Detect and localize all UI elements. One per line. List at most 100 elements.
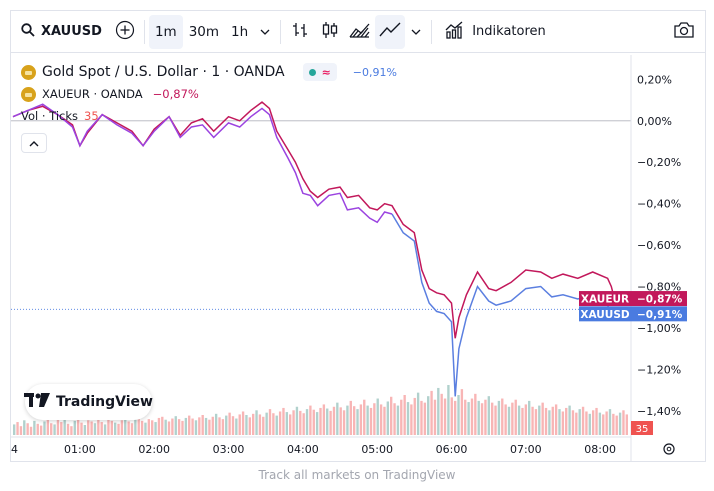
volume-bar [97,419,100,435]
volume-bar [618,412,622,435]
legend-compare[interactable]: XAUEUR · OANDA −0,87% [21,83,397,105]
footer-link[interactable]: Track all markets on TradingView [258,468,456,482]
volume-bar [245,415,248,435]
volume-bar [29,426,33,435]
volume-bar [332,406,336,435]
volume-bar [107,419,110,435]
chart-canvas[interactable]: 0,20% 0,00% −0,20% −0,40% −0,60% −0,80% −1,00%… [11,11,705,461]
volume-bar [383,406,386,435]
tradingview-logo-text: TradingView [56,394,153,410]
area-button[interactable] [345,15,375,49]
indicators-icon [444,20,464,44]
time-axis[interactable]: 01:00 02:00 03:00 04:00 05:00 06:00 07:00 08:00… [11,443,616,456]
volume-bar [605,411,608,435]
volume-bar [262,416,265,435]
volume-bar [528,400,531,435]
volume-bar [90,421,93,435]
market-open-icon [308,68,316,76]
volume-bar [221,419,225,435]
volume-bar [53,424,56,435]
candles-button[interactable] [315,15,345,49]
volume-bar [204,417,208,435]
chart-widget: XAUUSD 1m 30m 1h [10,10,706,462]
volume-bar [497,400,501,435]
volume-bar [400,399,403,435]
volume-bar [36,423,39,435]
volume-bar [272,413,275,435]
volume-bar [100,422,103,435]
volume-bar [93,423,97,435]
volume-bar [43,421,46,435]
interval-30m[interactable]: 30m [183,15,225,49]
snapshot-button[interactable] [669,15,699,49]
volume-bar [184,417,188,435]
volume-bar [450,397,453,435]
bar-style-icon [290,20,310,44]
x-tick-label: 06:00 [436,443,468,456]
tradingview-logo[interactable]: TradingView [24,384,153,420]
y-tick-label: −0,20% [637,156,681,169]
volume-bar [534,409,538,435]
volume-bar [453,400,457,435]
volume-bar [140,420,144,435]
volume-bar [373,403,376,435]
price-axis[interactable]: 0,20% 0,00% −0,20% −0,40% −0,60% −0,80% −1,00%… [637,73,681,417]
volume-bar [386,401,390,435]
volume-bar [339,407,342,435]
volume-bar [302,413,305,435]
volume-bar [289,414,292,435]
volume-bar [608,409,612,435]
collapse-legend-button[interactable] [21,133,47,153]
settings-icon[interactable] [663,443,675,455]
legend-main[interactable]: Gold Spot / U.S. Dollar · 1 · OANDA ≈ −0… [21,61,397,83]
legend-volume-label: Vol · Ticks [21,109,79,123]
volume-bar [305,409,309,435]
volume-bar [235,418,238,435]
volume-bar [177,419,181,435]
x-tick-label: 08:00 [584,443,616,456]
legend-volume[interactable]: Vol · Ticks 35 [21,105,397,127]
volume-bar [349,400,352,435]
volume-bar [248,417,251,435]
volume-bar [369,407,373,435]
volume-bar [225,415,228,435]
interval-1h[interactable]: 1h [225,15,254,49]
legend: Gold Spot / U.S. Dollar · 1 · OANDA ≈ −0… [21,61,397,127]
interval-30m-label: 30m [188,23,220,40]
volume-bar [474,393,477,435]
volume-bar [161,416,164,435]
symbol-search[interactable]: XAUUSD [11,15,110,49]
volume-bar [470,398,474,435]
bar-style-button[interactable] [285,15,315,49]
volume-bar [457,395,460,435]
toolbar: XAUUSD 1m 30m 1h [11,11,705,53]
volume-bar [171,418,174,435]
volume-bar [521,407,524,435]
volume-bar [241,411,245,435]
interval-dropdown[interactable] [254,15,276,49]
volume-bar [70,426,73,435]
volume-bar [201,415,204,435]
search-icon [21,22,35,41]
separator [280,19,282,44]
x-tick-label: 01:00 [64,443,96,456]
volume-bar [615,415,618,435]
y-tick-label: −1,20% [637,363,681,376]
volume-bar [319,407,322,435]
interval-1m[interactable]: 1m [148,14,183,49]
volume-bar [326,408,329,435]
volume-bar [309,405,312,435]
volume-bar [551,406,554,435]
volume-bar [103,424,107,435]
add-symbol-icon [115,20,135,44]
gold-icon [21,86,36,102]
volume-bar [157,417,161,435]
add-symbol-button[interactable] [110,15,140,49]
volume-bar [420,400,423,435]
chart-style-dropdown[interactable] [405,15,427,49]
volume-bar [440,393,443,435]
indicators-button[interactable]: Indikatoren [436,15,554,49]
market-status-badge[interactable]: ≈ [302,63,337,81]
xauusd-price-badge [631,306,687,322]
line-button[interactable] [375,14,406,49]
